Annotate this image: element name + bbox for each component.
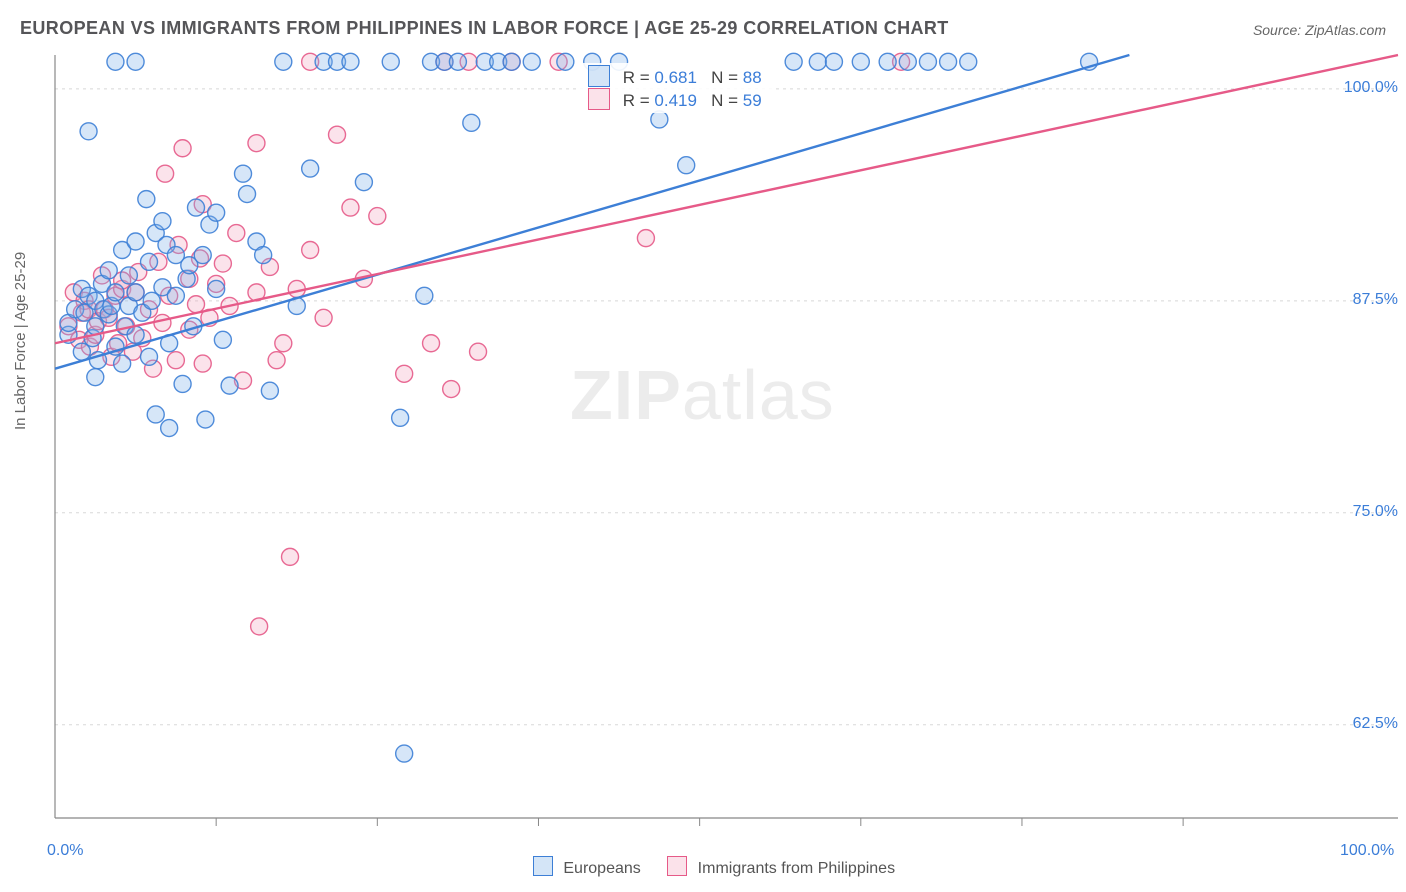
- x-tick-label: 100.0%: [1340, 842, 1394, 860]
- r-value-europeans: 0.681: [654, 68, 697, 87]
- correlation-legend: R = 0.681 N = 88 R = 0.419 N = 59: [578, 63, 772, 113]
- series-legend: Europeans Immigrants from Philippines: [0, 856, 1406, 878]
- legend-swatch-philippines-icon: [667, 856, 687, 876]
- corr-row-philippines: R = 0.419 N = 59: [588, 88, 762, 111]
- scatter-plot-svg: [0, 0, 1406, 892]
- chart-container: { "title": "EUROPEAN VS IMMIGRANTS FROM …: [0, 0, 1406, 892]
- corr-row-europeans: R = 0.681 N = 88: [588, 65, 762, 88]
- n-value-europeans: 88: [743, 68, 762, 87]
- n-value-philippines: 59: [743, 91, 762, 110]
- swatch-philippines-icon: [588, 88, 610, 110]
- r-value-philippines: 0.419: [654, 91, 697, 110]
- legend-label-europeans: Europeans: [563, 860, 640, 877]
- swatch-europeans-icon: [588, 65, 610, 87]
- y-tick-label: 87.5%: [1353, 291, 1398, 309]
- y-tick-label: 75.0%: [1353, 503, 1398, 521]
- legend-label-philippines: Immigrants from Philippines: [698, 860, 895, 877]
- legend-swatch-europeans-icon: [533, 856, 553, 876]
- y-tick-label: 62.5%: [1353, 715, 1398, 733]
- x-tick-label: 0.0%: [47, 842, 83, 860]
- y-tick-label: 100.0%: [1344, 79, 1398, 97]
